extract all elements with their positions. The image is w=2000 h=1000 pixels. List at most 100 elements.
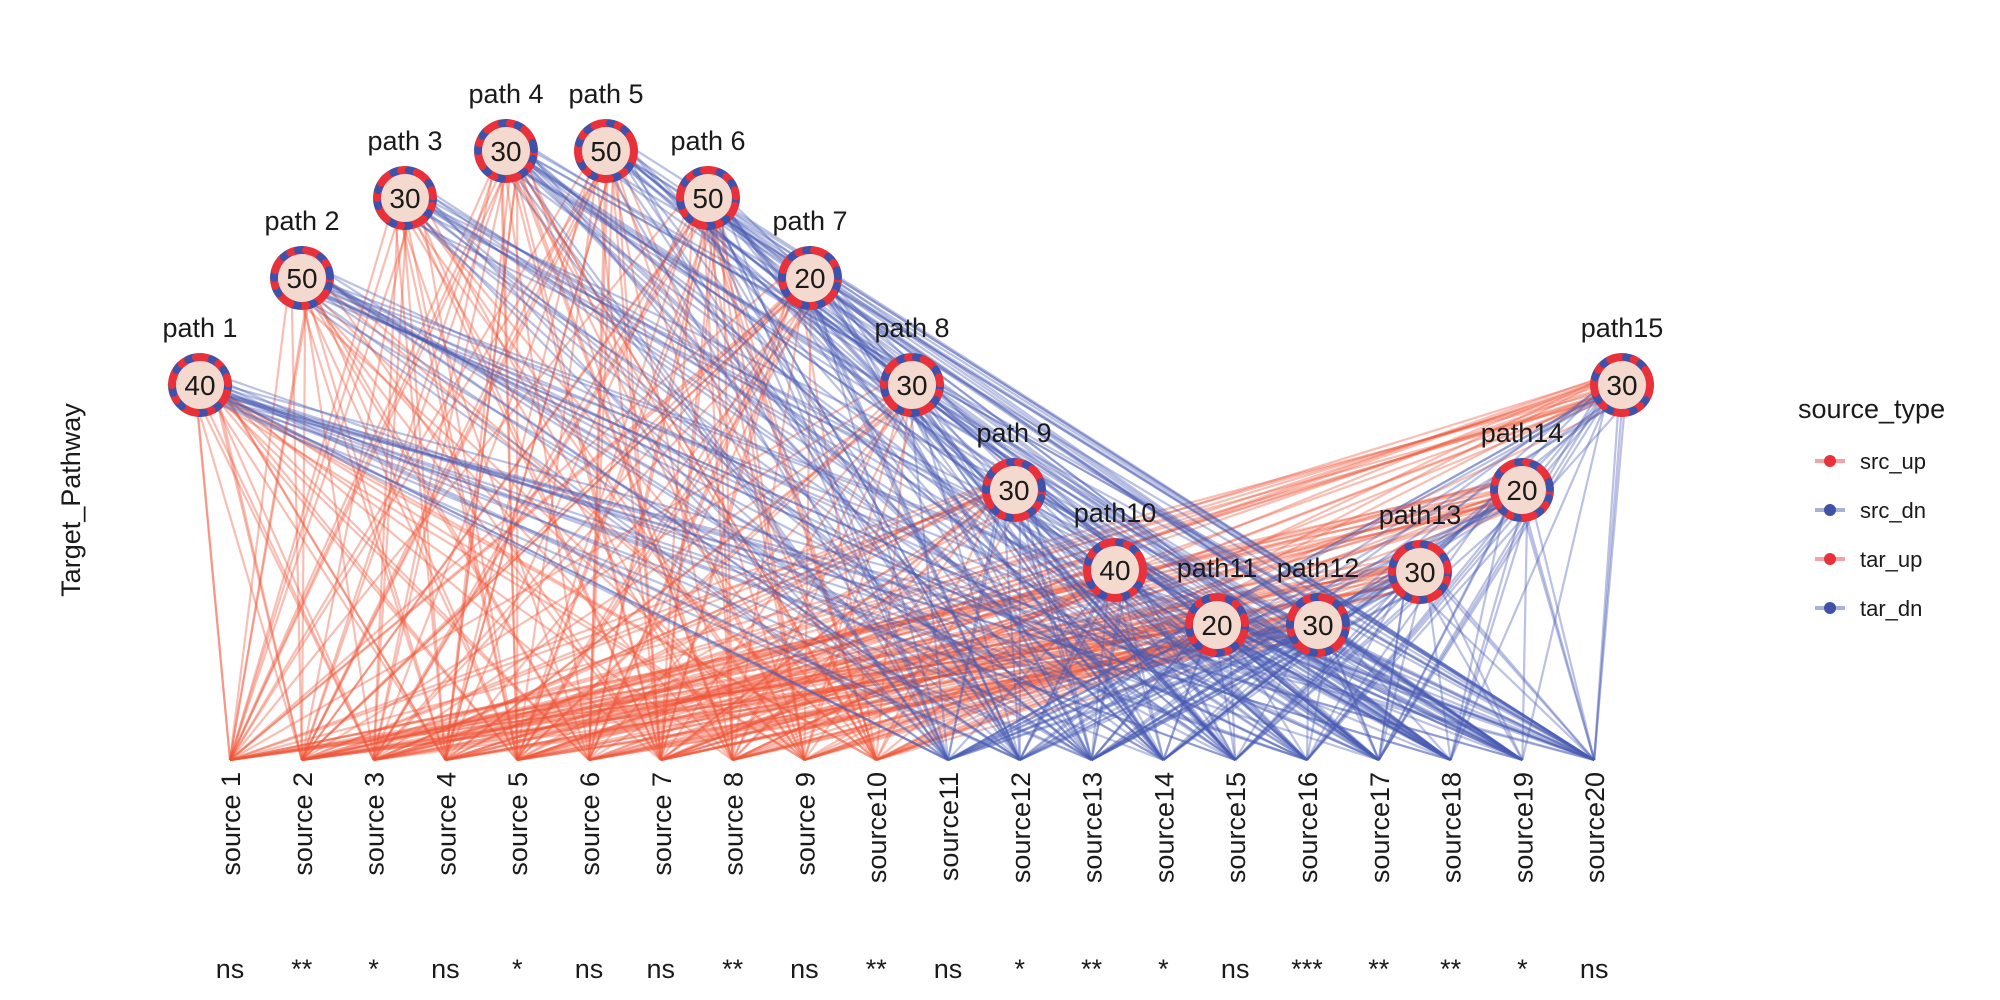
edge [193, 394, 303, 761]
edge [1309, 632, 1595, 762]
edge [947, 379, 1636, 761]
edge [393, 189, 949, 761]
node-value: 30 [998, 475, 1029, 506]
edge [1162, 567, 1428, 761]
edge [409, 209, 1093, 761]
source-label: source12 [1006, 772, 1036, 883]
edge [1119, 565, 1595, 762]
edge [732, 575, 1114, 761]
node-value: 20 [1201, 610, 1232, 641]
edge [373, 474, 1525, 762]
edge [1091, 637, 1314, 761]
edge [795, 269, 1021, 761]
edge [804, 633, 1223, 762]
edge [732, 635, 1204, 762]
edge [804, 486, 1532, 762]
edge [496, 149, 949, 761]
significance-label: * [512, 954, 523, 984]
edge [228, 153, 501, 761]
node-fill [782, 250, 838, 306]
node-ring-segment [427, 186, 437, 201]
edge [700, 200, 878, 761]
edge [229, 624, 1230, 762]
edge [209, 390, 375, 761]
edge [212, 372, 1308, 762]
edge [189, 374, 877, 761]
pathway-label: path 3 [367, 126, 442, 156]
edge [444, 163, 519, 761]
edge [587, 263, 805, 761]
edge [505, 141, 1165, 761]
edge [300, 205, 411, 761]
edge [301, 373, 924, 761]
edge [301, 264, 1021, 761]
edge [201, 379, 1380, 762]
edge [229, 270, 822, 761]
legend-label: src_up [1860, 449, 1926, 474]
edge [591, 142, 662, 761]
edge [806, 281, 1237, 761]
edge [1521, 482, 1529, 761]
legend-dot [1824, 553, 1836, 565]
edge [921, 393, 1595, 761]
edge [372, 188, 410, 761]
edge [445, 582, 1120, 762]
edge [506, 153, 949, 761]
pathway-label: path15 [1581, 313, 1664, 343]
edge [1377, 504, 1512, 761]
edge [405, 191, 1308, 761]
edge [392, 201, 447, 761]
edge [900, 380, 1523, 761]
edge [875, 634, 1314, 762]
pathway-label: path13 [1379, 500, 1462, 530]
edge [659, 190, 719, 761]
edge [947, 628, 1210, 761]
edge [798, 282, 1021, 761]
edge [1306, 476, 1511, 761]
edge [444, 141, 522, 761]
edge [731, 491, 1004, 761]
edge [1019, 494, 1515, 761]
edge [1528, 493, 1596, 761]
edge [301, 503, 1515, 762]
significance-label: ** [722, 954, 744, 984]
edge [700, 188, 734, 761]
legend-label: src_dn [1860, 498, 1926, 523]
edge [588, 637, 1229, 762]
edge [516, 621, 1224, 762]
edge [1118, 574, 1165, 761]
edge [612, 157, 806, 761]
edge [704, 187, 950, 761]
edge [202, 394, 1308, 762]
edge [1019, 395, 1630, 761]
edge [205, 390, 1164, 762]
edge [1122, 567, 1380, 761]
pathway-node: 30 path12 [1277, 553, 1359, 657]
edge [515, 153, 1380, 761]
edge [588, 635, 1206, 762]
edge [1018, 573, 1121, 761]
y-axis-label: Target_Pathway [56, 403, 86, 597]
edge [1234, 582, 1430, 761]
edge [188, 372, 1021, 761]
edge [1306, 574, 1408, 761]
edge [393, 211, 1523, 761]
edge [373, 632, 1308, 762]
edge [502, 164, 591, 761]
node-ring-segment [1137, 558, 1147, 573]
node-fill [1494, 462, 1550, 518]
edge [921, 395, 1165, 761]
pathway-label: path 2 [264, 206, 339, 236]
significance-label: ns [1580, 954, 1609, 984]
edge [290, 271, 447, 761]
edge [901, 388, 1165, 761]
edge [301, 488, 1004, 762]
edge [1449, 485, 1511, 761]
source-label: source17 [1365, 772, 1395, 883]
edge [1022, 503, 1308, 761]
edge [659, 265, 798, 761]
edge [229, 149, 615, 761]
edge [191, 382, 1308, 762]
pathway-label: path 5 [568, 79, 643, 109]
edge [709, 210, 1452, 761]
